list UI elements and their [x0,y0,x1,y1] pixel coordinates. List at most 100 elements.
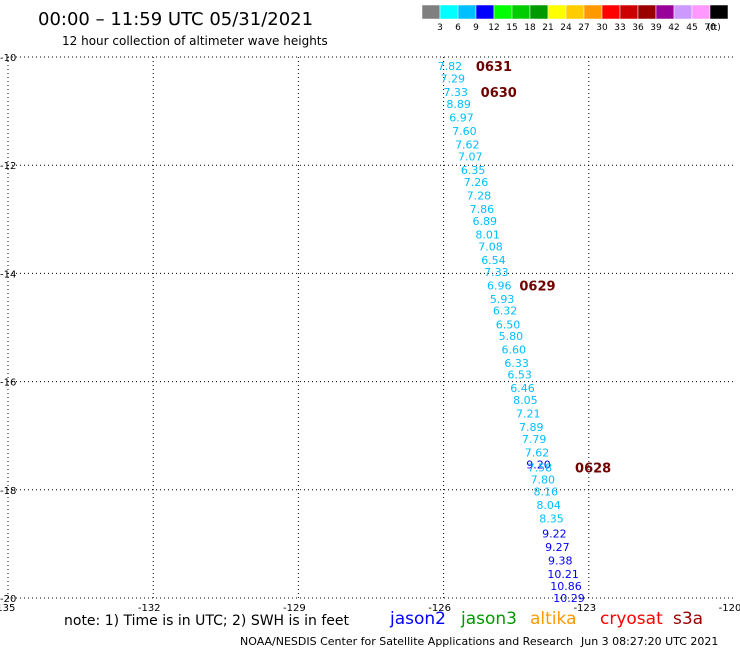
satellite-altika-label: altika [530,609,577,629]
legend-tick-label: 42 [668,23,679,33]
swh-value-label: 6.35 [461,164,486,177]
credit-line: NOAA/NESDIS Center for Satellite Applica… [240,635,573,648]
legend-tick-label: 9 [473,23,479,33]
legend-swatch [601,4,621,20]
swh-value-label: 6.50 [496,318,521,331]
satellite-cryosat-label: cryosat [600,609,663,629]
satellite-jason3-label: jason3 [460,609,517,629]
legend-swatch [691,4,711,20]
swh-value-label: 6.54 [481,254,506,267]
swh-value-label: 7.58 [528,462,553,475]
legend-swatch [673,4,693,20]
legend-swatch [709,4,729,20]
swh-value-label: 6.96 [487,279,512,292]
swh-value-label: 6.32 [493,305,518,318]
legend-tick-label: 39 [650,23,662,33]
swh-value-label: 7.28 [467,189,492,202]
legend-swatch [475,4,495,20]
swh-value-label: 9.22 [542,528,567,541]
legend-swatch [565,4,585,20]
swh-value-label: 7.80 [531,474,556,487]
swh-value-label: 6.60 [502,344,527,357]
swh-value-label: 7.29 [441,73,466,86]
swh-value-label: 6.97 [449,112,474,125]
swh-value-label: 8.01 [475,228,500,241]
swh-value-label: 9.27 [545,541,570,554]
swh-value-label: 7.33 [484,266,509,279]
swh-value-label: 6.53 [507,369,532,382]
swh-values: 7.827.297.338.896.977.607.627.076.357.26… [438,60,585,605]
legend-swatch [637,4,657,20]
x-tick-label: -123 [573,603,596,614]
swh-value-label: 7.89 [519,421,544,434]
swh-value-label: 5.93 [490,293,515,306]
legend-tick-label: 24 [560,23,572,33]
legend-tick-label: 36 [632,23,644,33]
grid [7,56,734,599]
y-tick-label: -20 [0,594,16,605]
chart-subtitle: 12 hour collection of altimeter wave hei… [62,34,328,48]
swh-value-label: 5.80 [499,330,524,343]
time-marker-label: 0628 [575,462,611,477]
y-tick-label: -10 [0,53,16,64]
legend-swatch [583,4,603,20]
legend-swatch [655,4,675,20]
x-tick-label: -126 [428,603,451,614]
x-tick-label: -120 [719,603,740,614]
swh-value-label: 10.21 [547,568,579,581]
legend-swatch [511,4,531,20]
legend-swatch [421,4,441,20]
footnote: note: 1) Time is in UTC; 2) SWH is in fe… [64,613,350,629]
time-marker-label: 0630 [481,86,517,101]
y-tick-label: -16 [0,378,16,389]
legend-tick-label: 6 [455,23,461,33]
legend-swatch [493,4,513,20]
y-axis-ticks: -10 -12 -14 -16 -18 -20 [0,53,16,605]
swh-value-label: 10.86 [550,580,582,593]
legend-tick-label: 18 [524,23,536,33]
swh-value-label: 7.82 [438,60,463,73]
swh-value-label: 6.33 [504,357,529,370]
swh-value-label: 7.79 [522,433,547,446]
swh-value-label: 8.35 [539,512,564,525]
legend-tick-label: 30 [596,23,608,33]
x-axis-ticks: -135 -132 -129 -126 -123 -120 [0,603,740,614]
time-marker-label: 0629 [519,279,555,294]
swh-value-label: 7.33 [443,86,468,99]
legend-tick-label: 45 [686,23,697,33]
time-marker-label: 0631 [476,60,512,75]
satellite-s3a-label: s3a [673,609,703,629]
chart-title: 00:00 – 11:59 UTC 05/31/2021 [38,9,313,30]
legend-swatch [529,4,549,20]
swh-value-label: 9.20 [526,458,551,471]
swh-value-label: 8.89 [446,98,471,111]
swh-value-label: 8.04 [536,499,561,512]
swh-value-label: 7.62 [525,446,550,459]
time-markers: 0631 0630 0629 0628 [476,60,611,476]
legend-swatch [619,4,639,20]
legend-swatch [439,4,459,20]
legend-swatch [547,4,567,20]
y-tick-label: -18 [0,486,16,497]
swh-value-label: 7.60 [452,125,477,138]
swh-value-label: 7.08 [478,240,503,253]
legend-tick-label: 33 [614,23,625,33]
swh-value-label: 7.07 [458,151,483,164]
y-tick-label: -12 [0,161,16,172]
swh-value-label: 6.89 [472,215,497,228]
x-tick-label: -129 [283,603,306,614]
x-tick-label: -135 [0,603,15,614]
swh-value-label: 8.05 [513,394,538,407]
legend-tick-label: 70 [704,23,716,33]
color-legend [421,4,729,20]
legend-tick-label: 3 [437,23,443,33]
legend-swatch [457,4,477,20]
swh-value-label: 9.38 [548,555,573,568]
swh-value-label: 8.16 [533,485,558,498]
swh-value-label: 7.26 [464,176,489,189]
satellite-jason2-label: jason2 [389,609,446,629]
y-tick-label: -14 [0,269,16,280]
swh-value-label: 7.21 [516,408,541,421]
legend-tick-label: 21 [542,23,553,33]
